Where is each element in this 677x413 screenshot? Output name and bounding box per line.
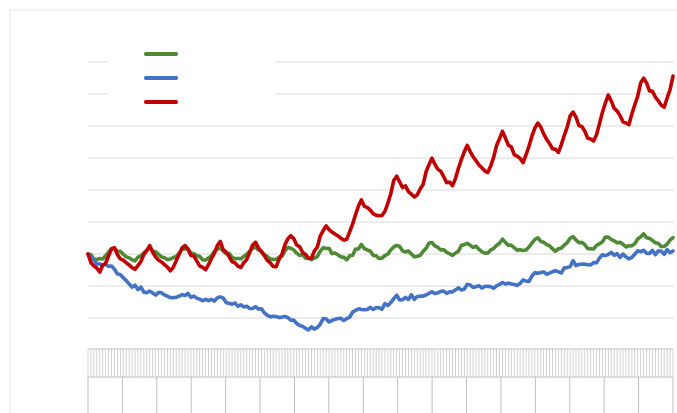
- series-lines: [86, 74, 675, 332]
- legend-box: [108, 40, 274, 112]
- series-line: [86, 74, 675, 274]
- legend: [108, 40, 274, 112]
- gridlines: [88, 61, 673, 319]
- series-line: [86, 232, 675, 263]
- x-axis: [9, 9, 677, 413]
- series-line: [86, 247, 675, 332]
